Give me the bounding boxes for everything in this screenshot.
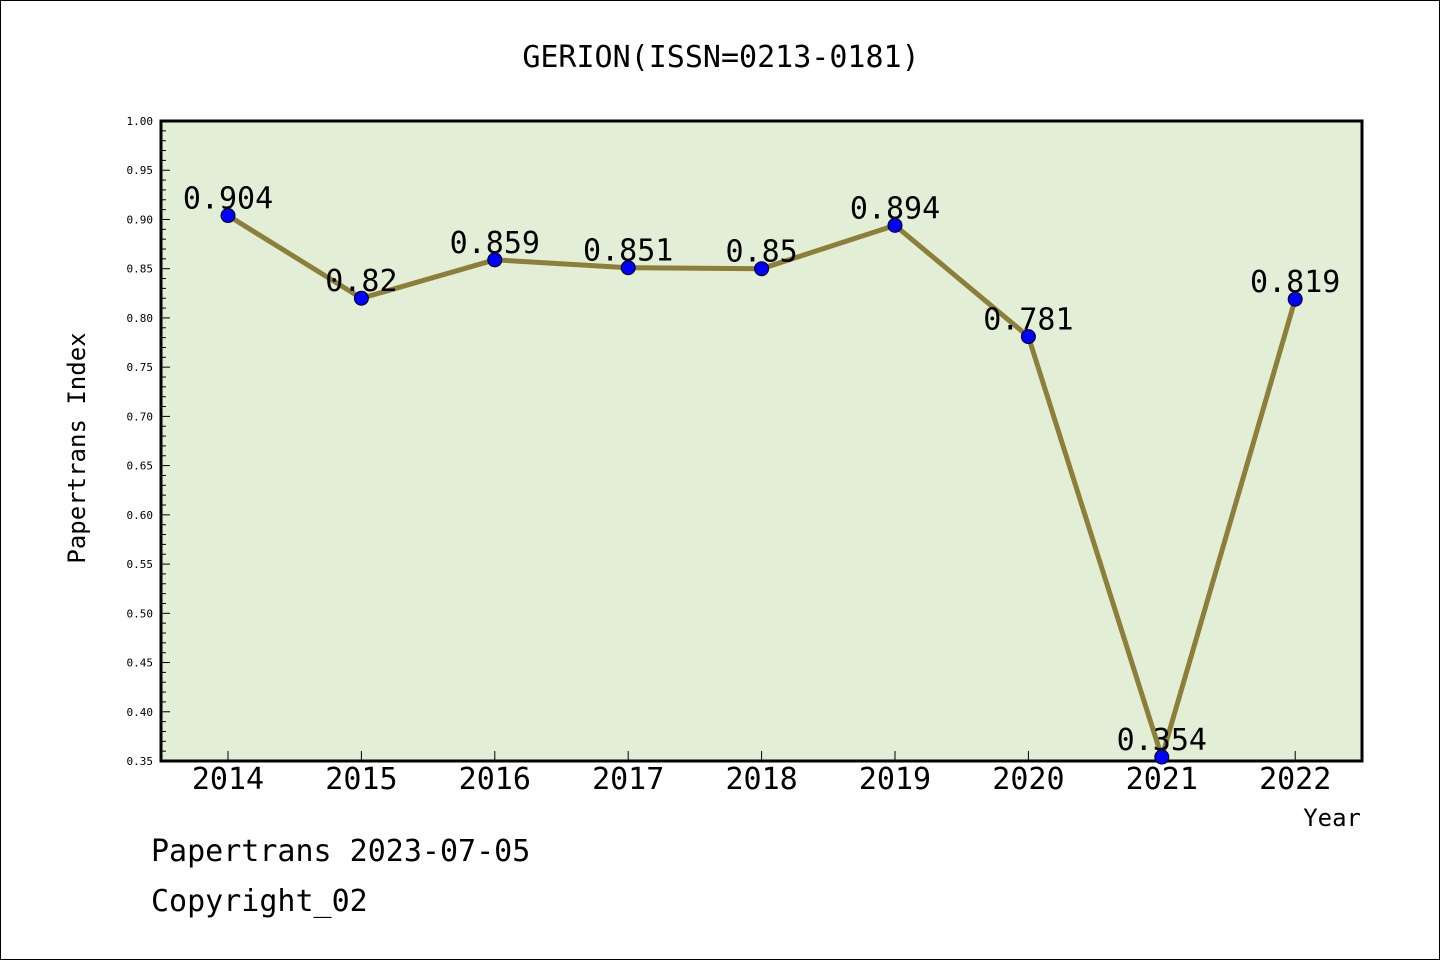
data-label: 0.85 (725, 235, 797, 270)
y-tick-label: 0.35 (127, 755, 154, 768)
data-labels: 0.904 0.82 0.859 0.851 0.85 0.894 0.781 0.354 0.… (183, 182, 1341, 759)
x-axis-ticks: 2014 2015 2016 2017 2018 2019 2020 2021 2022 (192, 751, 1331, 797)
x-tick-label: 2020 (992, 762, 1064, 797)
data-point (1154, 749, 1170, 765)
y-tick-label: 0.50 (127, 607, 154, 620)
data-point (620, 260, 636, 276)
x-tick-label: 2014 (192, 762, 264, 797)
data-markers (220, 208, 1303, 765)
y-tick-label: 0.75 (127, 361, 154, 374)
footer-date: Papertrans 2023-07-05 (151, 834, 531, 869)
y-axis-label: Papertrans Index (63, 332, 91, 563)
data-label: 0.894 (850, 191, 940, 226)
y-axis-ticks: 0.35 0.40 0.45 0.50 0.55 0.60 0.65 0.70 0.75 0.80… (127, 115, 170, 768)
data-label: 0.859 (450, 226, 540, 261)
y-tick-label: 0.80 (127, 312, 154, 325)
y-tick-label: 0.90 (127, 213, 154, 226)
data-label: 0.781 (983, 303, 1073, 338)
y-tick-label: 0.60 (127, 509, 154, 522)
y-tick-label: 0.85 (127, 263, 154, 276)
footer-copyright: Copyright_02 (151, 884, 368, 919)
x-tick-label: 2019 (859, 762, 931, 797)
data-label: 0.819 (1250, 265, 1340, 300)
y-tick-label: 0.45 (127, 657, 154, 670)
x-tick-label: 2021 (1126, 762, 1198, 797)
data-label: 0.354 (1117, 723, 1207, 758)
y-tick-label: 1.00 (127, 115, 154, 128)
data-point (754, 261, 770, 277)
data-point (887, 217, 903, 233)
data-point (487, 252, 503, 268)
x-tick-label: 2022 (1259, 762, 1331, 797)
data-point (1020, 329, 1036, 345)
x-tick-label: 2018 (725, 762, 797, 797)
data-point (1287, 291, 1303, 307)
y-tick-label: 0.55 (127, 558, 154, 571)
x-tick-label: 2017 (592, 762, 664, 797)
data-label: 0.82 (325, 264, 397, 299)
x-axis-label: Year (1303, 804, 1361, 832)
y-tick-label: 0.70 (127, 410, 154, 423)
data-point (220, 208, 236, 224)
x-tick-label: 2016 (459, 762, 531, 797)
y-tick-label: 0.95 (127, 164, 154, 177)
data-label: 0.904 (183, 182, 273, 217)
chart-title: GERION(ISSN=0213-0181) (522, 40, 919, 75)
data-label: 0.851 (583, 234, 673, 269)
plot-area (159, 119, 1364, 763)
y-tick-label: 0.40 (127, 706, 154, 719)
x-tick-label: 2015 (325, 762, 397, 797)
y-tick-label: 0.65 (127, 460, 154, 473)
data-point (353, 290, 369, 306)
